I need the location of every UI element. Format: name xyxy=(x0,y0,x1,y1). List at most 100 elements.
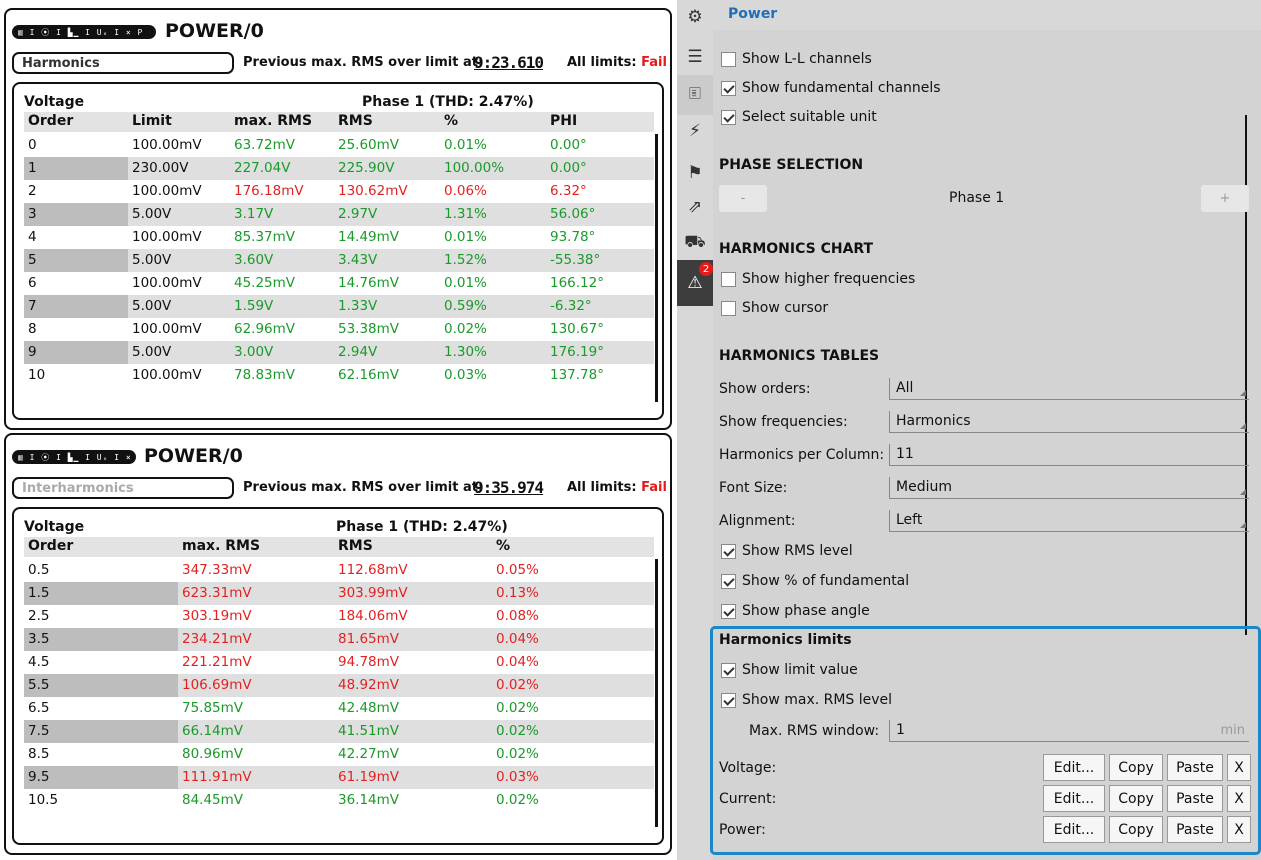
harmonics-table: Voltage Phase 1 (THD: 2.47%) Order Limit m… xyxy=(12,82,664,420)
table-cell: 100.00mV xyxy=(132,183,202,199)
max-rms-window-input[interactable]: 1 xyxy=(889,720,1249,742)
phase-prev-button[interactable]: - xyxy=(719,185,767,212)
checkbox-label: Show L-L channels xyxy=(742,51,872,67)
all-limits-value: Fail xyxy=(641,480,667,495)
checkbox-box[interactable] xyxy=(721,573,736,589)
edit-button[interactable]: Edit... xyxy=(1043,754,1105,781)
checkbox-box[interactable] xyxy=(721,300,736,316)
export-icon[interactable]: ⇗ xyxy=(687,197,703,217)
widget-title: POWER/0 xyxy=(165,20,264,42)
checkbox-box[interactable] xyxy=(721,271,736,287)
show-ll-channels-checkbox[interactable]: Show L-L channels xyxy=(721,48,872,70)
paste-button[interactable]: Paste xyxy=(1167,785,1223,812)
show-rms-level-checkbox[interactable]: Show RMS level xyxy=(721,540,853,562)
order-cell-bg xyxy=(24,674,178,697)
paste-button[interactable]: Paste xyxy=(1167,816,1223,843)
edit-button[interactable]: Edit... xyxy=(1043,785,1105,812)
copy-button[interactable]: Copy xyxy=(1109,816,1163,843)
table-cell: 75.85mV xyxy=(182,700,244,716)
table-row: 5.5 106.69mV 48.92mV 0.02% xyxy=(24,674,654,697)
clear-button[interactable]: X xyxy=(1227,785,1251,812)
table-cell: 4 xyxy=(28,229,37,245)
table-cell: 8 xyxy=(28,321,37,337)
table-cell: 1.33V xyxy=(338,298,378,314)
phase-next-button[interactable]: + xyxy=(1201,185,1249,212)
table-cell: 106.69mV xyxy=(182,677,252,693)
table-cell: 3.17V xyxy=(234,206,274,222)
table-scrollbar[interactable] xyxy=(655,559,658,827)
list-icon[interactable]: ☰ xyxy=(687,47,703,67)
checkbox-box[interactable] xyxy=(721,603,736,619)
table-row: 7 5.00V 1.59V 1.33V 0.59% -6.32° xyxy=(24,295,654,318)
edit-properties-icon[interactable]: 🗉 xyxy=(677,75,713,115)
harmonics-per-column-input[interactable]: 11 xyxy=(889,444,1249,466)
warning-triangle-icon[interactable]: ⚠ 2 xyxy=(677,260,713,306)
widget-header: ▥ I ⦿ I ▙▁ I Uₓ I ⨯ POWER/0 xyxy=(12,443,662,469)
column-header: % xyxy=(496,538,511,554)
harmonics-widget[interactable]: ▥ I ⦿ I ▙▁ I Uₓ I ⨯ P POWER/0 Harmonics … xyxy=(4,8,672,430)
table-cell: 100.00mV xyxy=(132,229,202,245)
table-scrollbar[interactable] xyxy=(655,134,658,402)
clear-button[interactable]: X xyxy=(1227,754,1251,781)
table-cell: 623.31mV xyxy=(182,585,252,601)
limits-row-label: Voltage: xyxy=(719,760,777,776)
table-cell: 3.00V xyxy=(234,344,274,360)
table-cell: 112.68mV xyxy=(338,562,408,578)
alignment-dropdown[interactable]: Left xyxy=(889,510,1249,532)
show-frequencies-dropdown[interactable]: Harmonics xyxy=(889,411,1249,433)
table-cell: 61.19mV xyxy=(338,769,400,785)
paste-button[interactable]: Paste xyxy=(1167,754,1223,781)
checkbox-box[interactable] xyxy=(721,109,736,125)
copy-button[interactable]: Copy xyxy=(1109,785,1163,812)
flag-icon[interactable]: ⚑ xyxy=(687,163,703,183)
mode-selector[interactable]: Harmonics xyxy=(12,52,234,74)
table-cell: 6.32° xyxy=(550,183,587,199)
edit-button[interactable]: Edit... xyxy=(1043,816,1105,843)
show-max-rms-level-checkbox[interactable]: Show max. RMS level xyxy=(721,689,892,711)
table-row: 10 100.00mV 78.83mV 62.16mV 0.03% 137.78° xyxy=(24,364,654,387)
table-cell: 9 xyxy=(28,344,37,360)
table-row: 3.5 234.21mV 81.65mV 0.04% xyxy=(24,628,654,651)
lightning-icon[interactable]: ⚡ xyxy=(689,121,701,141)
checkbox-box[interactable] xyxy=(721,80,736,96)
show-cursor-checkbox[interactable]: Show cursor xyxy=(721,297,828,319)
show-phase-angle-checkbox[interactable]: Show phase angle xyxy=(721,600,870,622)
table-cell: -6.32° xyxy=(550,298,592,314)
show-orders-dropdown[interactable]: All xyxy=(889,378,1249,400)
gear-icon[interactable]: ⚙ xyxy=(687,7,703,27)
copy-button[interactable]: Copy xyxy=(1109,754,1163,781)
interharmonics-widget[interactable]: ▥ I ⦿ I ▙▁ I Uₓ I ⨯ POWER/0 Interharmoni… xyxy=(4,433,672,855)
table-cell: 36.14mV xyxy=(338,792,400,808)
order-cell-bg xyxy=(24,766,178,789)
panel-scrollbar[interactable] xyxy=(1245,115,1247,635)
table-cell: 0.03% xyxy=(444,367,487,383)
show-higher-frequencies-checkbox[interactable]: Show higher frequencies xyxy=(721,268,915,290)
checkbox-label: Show cursor xyxy=(742,300,829,316)
table-cell: 176.18mV xyxy=(234,183,304,199)
show-fundamental-channels-checkbox[interactable]: Show fundamental channels xyxy=(721,77,941,99)
table-cell: 2 xyxy=(28,183,37,199)
show-percent-fundamental-checkbox[interactable]: Show % of fundamental xyxy=(721,570,909,592)
clear-button[interactable]: X xyxy=(1227,816,1251,843)
checkbox-label: Show max. RMS level xyxy=(742,692,893,708)
table-row: 4 100.00mV 85.37mV 14.49mV 0.01% 93.78° xyxy=(24,226,654,249)
table-cell: 0.02% xyxy=(496,746,539,762)
select-suitable-unit-checkbox[interactable]: Select suitable unit xyxy=(721,106,877,128)
font-size-dropdown[interactable]: Medium xyxy=(889,477,1249,499)
table-cell: 80.96mV xyxy=(182,746,244,762)
table-cell: 62.96mV xyxy=(234,321,296,337)
checkbox-box[interactable] xyxy=(721,543,736,559)
table-row: 8 100.00mV 62.96mV 53.38mV 0.02% 130.67° xyxy=(24,318,654,341)
checkbox-box[interactable] xyxy=(721,51,736,67)
car-icon[interactable]: ⛟ xyxy=(684,232,706,252)
alignment-field: Alignment: Left xyxy=(719,510,1249,534)
channel-chips: ▥ I ⦿ I ▙▁ I Uₓ I ⨯ xyxy=(12,450,136,464)
checkbox-box[interactable] xyxy=(721,692,736,708)
table-cell: 0 xyxy=(28,137,37,153)
show-limit-value-checkbox[interactable]: Show limit value xyxy=(721,659,858,681)
mode-selector[interactable]: Interharmonics xyxy=(12,477,234,499)
table-cell: 1.52% xyxy=(444,252,487,268)
settings-sidebar: ⚙ ☰ 🗉 ⚡ ⚑ ⇗ ⛟ ⚠ 2 xyxy=(677,0,713,860)
panel-titlebar xyxy=(713,0,1261,30)
checkbox-box[interactable] xyxy=(721,662,736,678)
